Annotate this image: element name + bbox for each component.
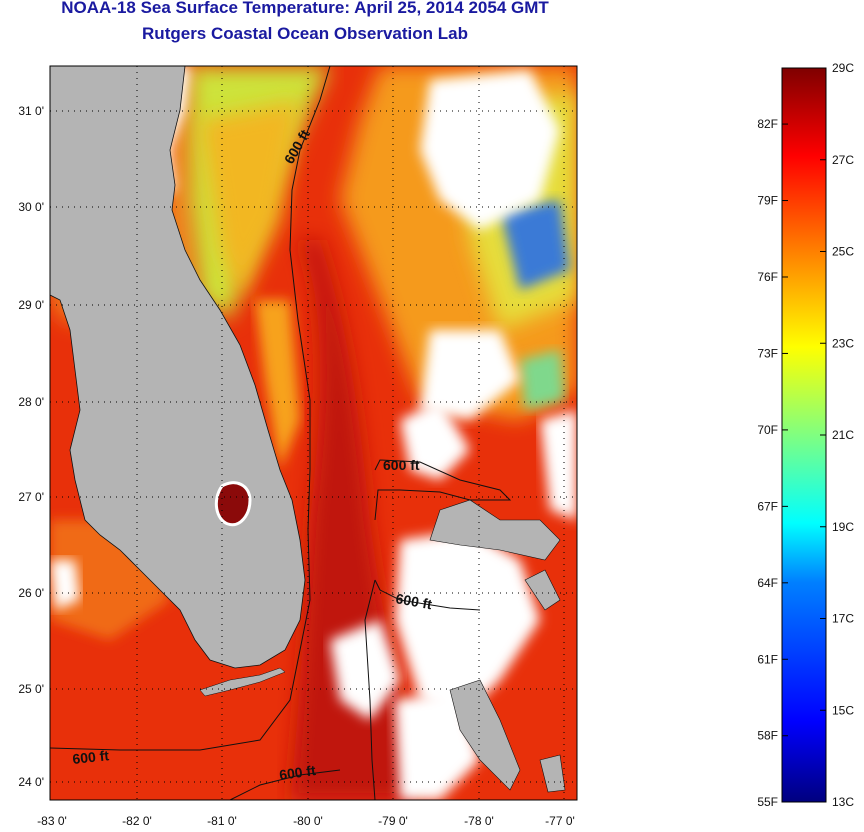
lat-tick-label: 28 0' (18, 395, 44, 409)
colorbar-fahrenheit-label: 64F (757, 576, 778, 590)
map-subtitle: Rutgers Coastal Ocean Observation Lab (142, 24, 468, 43)
map-frame (49, 65, 578, 801)
colorbar-celsius-label: 25C (832, 245, 854, 259)
colorbar-celsius-label: 15C (832, 703, 854, 717)
lat-tick-label: 29 0' (18, 298, 44, 312)
contour-label: 600 ft (383, 457, 420, 473)
colorbar-fahrenheit-label: 61F (757, 652, 778, 666)
colorbar-fahrenheit-label: 55F (757, 795, 778, 809)
colorbar-gradient (781, 67, 827, 803)
colorbar-fahrenheit-label: 73F (757, 346, 778, 360)
lat-tick-label: 24 0' (18, 775, 44, 789)
colorbar-celsius-label: 23C (832, 336, 854, 350)
colorbar-celsius-label: 17C (832, 612, 854, 626)
contour-label: 600 ft (278, 762, 317, 783)
colorbar-fahrenheit-label: 76F (757, 270, 778, 284)
colorbar-celsius-label: 27C (832, 153, 854, 167)
colorbar-fahrenheit-label: 79F (757, 194, 778, 208)
lat-tick-label: 26 0' (18, 586, 44, 600)
lat-tick-label: 30 0' (18, 200, 44, 214)
temperature-colorbar: 29C 27C 25C 23C 21C 19C 17C 15C 13C 82F 79F 76F 73F… (757, 61, 854, 809)
lon-tick-label: -79 0' (378, 814, 408, 828)
colorbar-fahrenheit-label: 58F (757, 729, 778, 743)
map-title: NOAA-18 Sea Surface Temperature: April 2… (61, 0, 549, 17)
contour-label: 600 ft (394, 590, 433, 612)
colorbar-fahrenheit-label: 82F (757, 117, 778, 131)
colorbar-celsius-label: 13C (832, 795, 854, 809)
lon-tick-label: -80 0' (293, 814, 323, 828)
lake-okeechobee (214, 481, 252, 527)
map-gridlines (50, 66, 577, 800)
lon-tick-label: -78 0' (464, 814, 494, 828)
isobath-600ft (50, 66, 512, 800)
sst-image (50, 66, 577, 800)
lat-tick-label: 25 0' (18, 682, 44, 696)
lon-tick-label: -83 0' (37, 814, 67, 828)
colorbar-celsius-label: 29C (832, 61, 854, 75)
lon-tick-label: -81 0' (207, 814, 237, 828)
lon-tick-label: -82 0' (122, 814, 152, 828)
colorbar-celsius-label: 21C (832, 428, 854, 442)
colorbar-fahrenheit-label: 70F (757, 423, 778, 437)
colorbar-celsius-label: 19C (832, 520, 854, 534)
lat-tick-label: 31 0' (18, 104, 44, 118)
lon-tick-label: -77 0' (545, 814, 575, 828)
lat-tick-label: 27 0' (18, 490, 44, 504)
colorbar-fahrenheit-label: 67F (757, 499, 778, 513)
contour-label: 600 ft (72, 747, 110, 767)
